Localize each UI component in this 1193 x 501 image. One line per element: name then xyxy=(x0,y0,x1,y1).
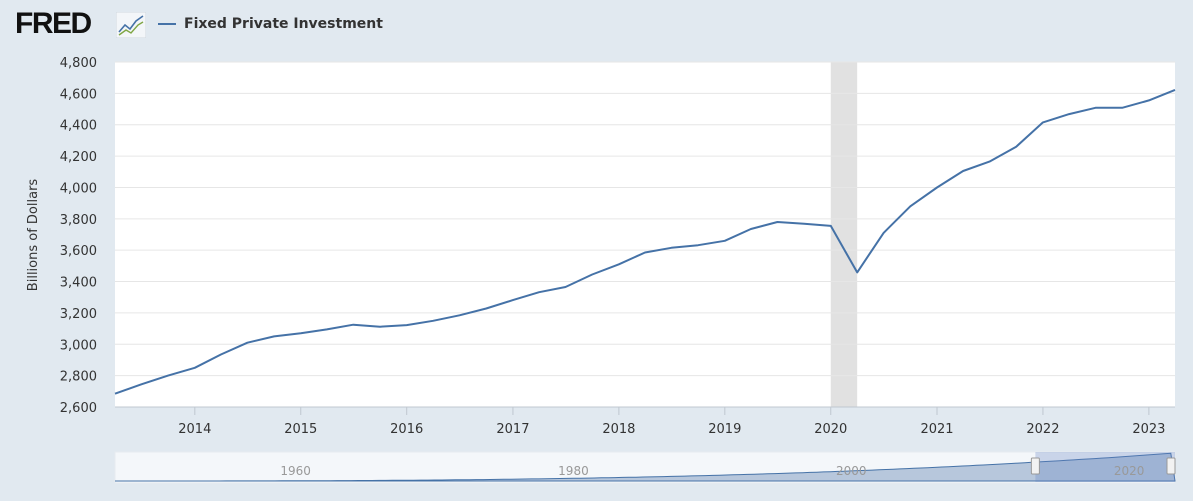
navigator-tick-label: 2000 xyxy=(836,464,867,478)
y-tick-label: 3,400 xyxy=(60,276,97,291)
x-axis: 2014 2015 2016 2017 2018 2019 2020 2021 2022 2023 xyxy=(178,407,1165,437)
fred-chart-icon xyxy=(116,12,146,38)
y-tick-label: 4,400 xyxy=(60,119,97,134)
y-tick-label: 4,200 xyxy=(60,150,97,165)
legend-series-name: Fixed Private Investment xyxy=(184,16,383,32)
y-axis-label: Billions of Dollars xyxy=(26,179,41,292)
plot-area xyxy=(115,62,1175,407)
y-tick-label: 4,000 xyxy=(60,181,97,196)
series-layer[interactable] xyxy=(114,88,1176,395)
navigator-handle[interactable] xyxy=(1030,457,1040,475)
x-tick-label: 2022 xyxy=(1026,422,1059,437)
x-tick-label: 2017 xyxy=(496,422,529,437)
navigator-selection[interactable] xyxy=(1035,452,1175,482)
x-tick-label: 2015 xyxy=(284,422,317,437)
y-tick-label: 3,000 xyxy=(60,338,97,353)
y-axis: 2,600 2,800 3,000 3,200 3,400 3,600 3,800 4,000… xyxy=(60,56,97,416)
series-line[interactable] xyxy=(114,88,1176,395)
y-tick-label: 2,600 xyxy=(60,401,97,416)
x-tick-label: 2014 xyxy=(178,422,211,437)
y-tick-label: 4,600 xyxy=(60,87,97,102)
legend-swatch xyxy=(158,23,176,25)
navigator-tick-label: 2020 xyxy=(1114,464,1145,478)
x-tick-label: 2020 xyxy=(814,422,847,437)
y-tick-label: 3,800 xyxy=(60,213,97,228)
navigator-tick-label: 1980 xyxy=(558,464,589,478)
navigator[interactable]: 1960 1980 2000 2020 xyxy=(115,452,1176,482)
y-tick-label: 3,600 xyxy=(60,244,97,259)
x-tick-label: 2021 xyxy=(920,422,953,437)
y-tick-label: 3,200 xyxy=(60,307,97,322)
navigator-tick-label: 1960 xyxy=(280,464,311,478)
navigator-series xyxy=(115,452,1176,482)
y-tick-label: 4,800 xyxy=(60,56,97,71)
chart-header: FRED Fixed Private Investment xyxy=(0,0,1193,50)
x-tick-label: 2016 xyxy=(390,422,423,437)
y-tick-label: 2,800 xyxy=(60,370,97,385)
fred-logo[interactable]: FRED xyxy=(15,7,92,40)
legend[interactable]: Fixed Private Investment xyxy=(158,16,383,32)
x-tick-label: 2019 xyxy=(708,422,741,437)
x-tick-label: 2023 xyxy=(1132,422,1165,437)
x-tick-label: 2018 xyxy=(602,422,635,437)
navigator-handle[interactable] xyxy=(1166,457,1176,475)
